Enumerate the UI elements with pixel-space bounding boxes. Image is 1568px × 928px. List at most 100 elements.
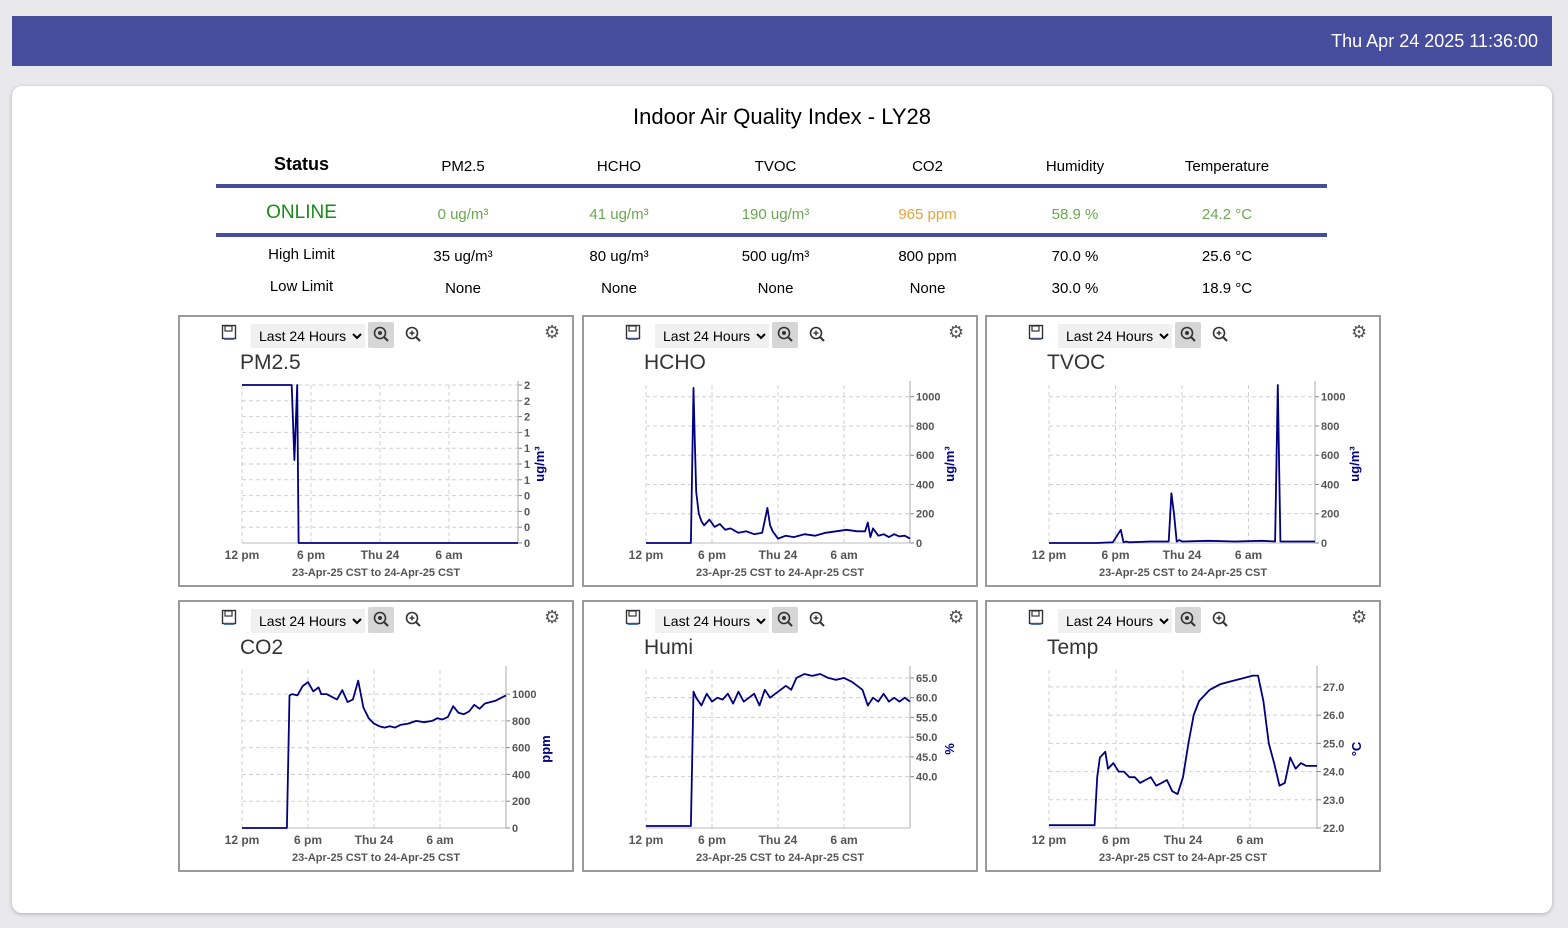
zoom-icon[interactable] <box>1207 322 1233 348</box>
header-cell: HCHO <box>596 158 642 175</box>
chart-title: PM2.5 <box>240 351 301 374</box>
y-tick-label: 0 <box>916 538 922 550</box>
save-icon[interactable] <box>221 609 237 625</box>
divider <box>216 233 1327 237</box>
save-icon[interactable] <box>625 324 641 340</box>
gear-icon[interactable]: ⚙ <box>1351 607 1368 627</box>
gear-icon[interactable]: ⚙ <box>948 322 965 342</box>
time-range-select[interactable]: Last 24 Hours <box>251 324 365 348</box>
x-axis-label: 23-Apr-25 CST to 24-Apr-25 CST <box>292 567 460 579</box>
chart-title: CO2 <box>240 636 284 659</box>
limit-cell: None <box>445 280 481 297</box>
time-range-select[interactable]: Last 24 Hours <box>655 324 769 348</box>
limit-cell: 25.6 °C <box>1201 248 1253 265</box>
zoom-reset-icon[interactable] <box>1175 607 1201 633</box>
limit-cell: 35 ug/m³ <box>433 248 493 265</box>
x-tick-label: 6 pm <box>1102 833 1130 847</box>
y-tick-label: 0 <box>1321 538 1327 550</box>
page-title: Indoor Air Quality Index - LY28 <box>633 104 931 129</box>
y-axis-label: ppm <box>538 735 553 762</box>
zoom-icon[interactable] <box>1207 607 1233 633</box>
gear-icon[interactable]: ⚙ <box>1351 322 1368 342</box>
chart-svg: 0 200 400 600 800 1000 12 pm 6 pm Thu 24 6 am 23-A… <box>629 381 957 579</box>
x-tick-label: 12 pm <box>629 833 664 847</box>
chart-toolbar: Last 24 Hours ⚙ <box>987 317 1379 351</box>
x-tick-label: Thu 24 <box>1163 548 1202 562</box>
x-tick-label: 12 pm <box>1032 833 1067 847</box>
x-tick-label: 6 pm <box>297 548 325 562</box>
save-icon[interactable] <box>221 324 237 340</box>
x-tick-label: 12 pm <box>629 548 664 562</box>
value-cell: 58.9 % <box>1051 206 1099 223</box>
y-tick-label: 200 <box>512 796 530 808</box>
y-tick-label: 600 <box>916 450 934 462</box>
y-tick-label: 40.0 <box>916 772 937 784</box>
chart-toolbar: Last 24 Hours ⚙ <box>180 317 572 351</box>
zoom-reset-icon[interactable] <box>772 322 798 348</box>
zoom-icon[interactable] <box>804 322 830 348</box>
chart-title: Humi <box>644 636 694 659</box>
y-tick-label: 0 <box>524 538 530 550</box>
x-tick-label: 6 am <box>435 548 462 562</box>
x-tick-label: Thu 24 <box>759 548 798 562</box>
x-tick-label: Thu 24 <box>1164 833 1203 847</box>
zoom-reset-icon[interactable] <box>1175 322 1201 348</box>
y-tick-label: 1 <box>524 427 530 439</box>
y-tick-label: 600 <box>1321 450 1339 462</box>
x-tick-label: 6 am <box>426 833 453 847</box>
save-icon[interactable] <box>1028 609 1044 625</box>
row-label: Low Limit <box>269 278 334 295</box>
chart-toolbar: Last 24 Hours ⚙ <box>987 602 1379 636</box>
chart-svg: 40.0 45.0 50.0 55.0 60.0 65.0 12 pm 6 pm Thu 24 6… <box>629 666 957 864</box>
y-axis-label: % <box>942 743 957 755</box>
zoom-reset-icon[interactable] <box>368 322 394 348</box>
series-line <box>242 384 518 544</box>
series-line <box>646 387 911 544</box>
gear-icon[interactable]: ⚙ <box>948 607 965 627</box>
x-tick-label: 6 pm <box>698 548 726 562</box>
zoom-reset-icon[interactable] <box>368 607 394 633</box>
save-icon[interactable] <box>1028 324 1044 340</box>
time-range-select[interactable]: Last 24 Hours <box>1058 324 1172 348</box>
time-range-select[interactable]: Last 24 Hours <box>655 609 769 633</box>
save-icon[interactable] <box>625 609 641 625</box>
divider <box>216 184 1327 188</box>
limit-cell: 30.0 % <box>1051 280 1099 297</box>
series-line <box>646 673 911 827</box>
x-axis-label: 23-Apr-25 CST to 24-Apr-25 CST <box>696 567 864 579</box>
high-limit-row: High Limit 35 ug/m³ 80 ug/m³ 500 ug/m³ 8… <box>216 246 1327 265</box>
chart-svg: 0 200 400 600 800 1000 12 pm 6 pm Thu 24 6 am 23-A… <box>225 666 553 864</box>
chart-panel: 0 200 400 600 800 1000 12 pm 6 pm Thu 24 6 am 23-A… <box>985 315 1381 587</box>
gear-icon[interactable]: ⚙ <box>544 607 561 627</box>
chart-svg: 0 200 400 600 800 1000 12 pm 6 pm Thu 24 6 am 23-A… <box>1032 381 1362 579</box>
gear-icon[interactable]: ⚙ <box>544 322 561 342</box>
y-tick-label: 400 <box>1321 479 1339 491</box>
y-tick-label: 1000 <box>1321 392 1345 404</box>
y-tick-label: 55.0 <box>916 712 937 724</box>
table-value-row: ONLINE 0 ug/m³ 41 ug/m³ 190 ug/m³ 965 pp… <box>216 202 1327 224</box>
time-range-select[interactable]: Last 24 Hours <box>1058 609 1172 633</box>
zoom-icon[interactable] <box>804 607 830 633</box>
zoom-icon[interactable] <box>400 607 426 633</box>
x-tick-label: 6 pm <box>698 833 726 847</box>
x-tick-label: 6 pm <box>294 833 322 847</box>
y-tick-label: 65.0 <box>916 673 937 685</box>
x-tick-label: 6 am <box>830 833 857 847</box>
y-tick-label: 800 <box>1321 421 1339 433</box>
time-range-select[interactable]: Last 24 Hours <box>251 609 365 633</box>
chart-title: TVOC <box>1047 351 1106 374</box>
y-tick-label: 24.0 <box>1323 767 1344 779</box>
header-cell: Status <box>273 154 329 174</box>
y-tick-label: 2 <box>524 412 530 424</box>
zoom-icon[interactable] <box>400 322 426 348</box>
limit-cell: None <box>757 280 794 297</box>
y-tick-label: 22.0 <box>1323 823 1344 835</box>
header-cell: TVOC <box>754 158 797 175</box>
zoom-reset-icon[interactable] <box>772 607 798 633</box>
y-tick-label: 1 <box>524 459 530 471</box>
y-tick-label: 200 <box>916 509 934 521</box>
chart-panel: 0 200 400 600 800 1000 12 pm 6 pm Thu 24 6 am 23-A… <box>178 600 574 872</box>
chart-svg: 0 0 0 0 1 1 1 1 2 2 2 12 pm 6 pm Thu 24 6 am 23-Apr-25 … <box>225 380 547 579</box>
y-tick-label: 1 <box>524 475 530 487</box>
y-tick-label: 50.0 <box>916 732 937 744</box>
